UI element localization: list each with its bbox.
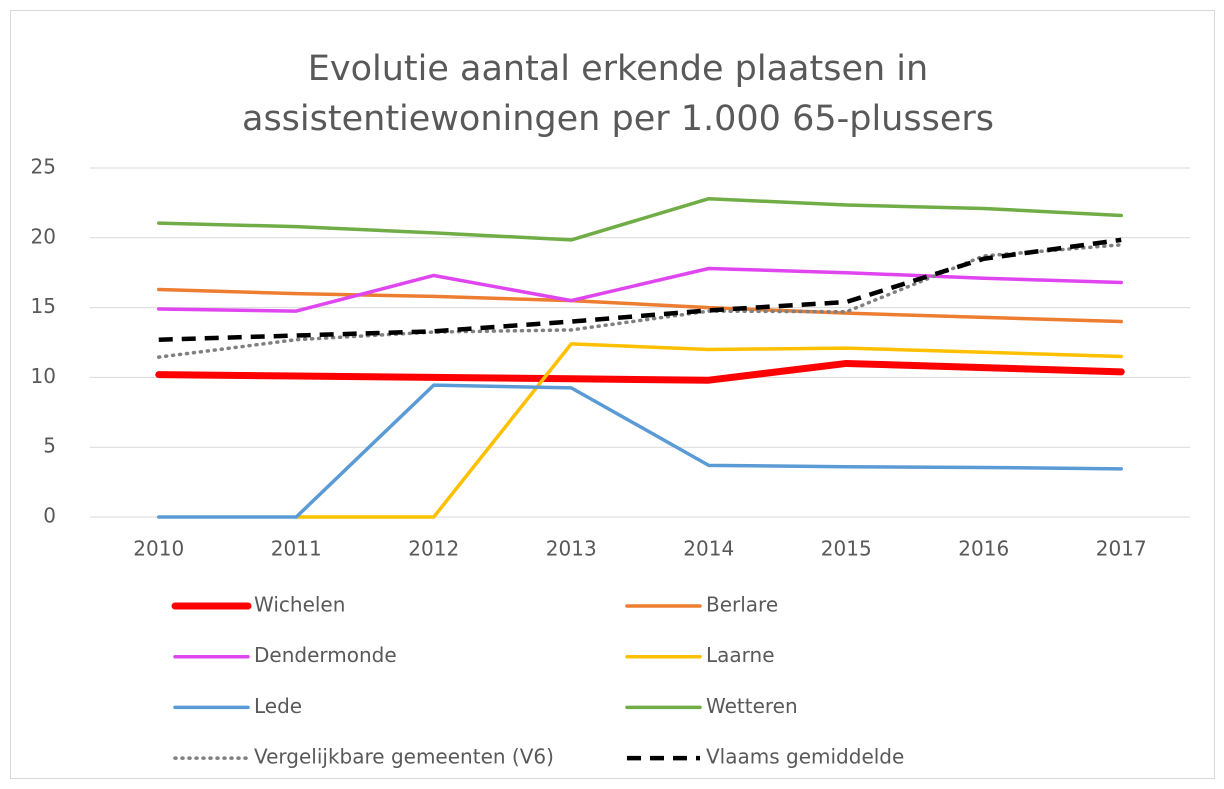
series-line bbox=[157, 287, 1123, 324]
y-tick-label: 25 bbox=[31, 155, 56, 179]
legend-label: Wetteren bbox=[706, 694, 798, 718]
series-line bbox=[157, 383, 1123, 519]
y-tick-label: 0 bbox=[43, 504, 56, 528]
x-tick-label: 2012 bbox=[408, 537, 459, 561]
legend-label: Vergelijkbare gemeenten (V6) bbox=[254, 745, 554, 769]
legend-label: Vlaams gemiddelde bbox=[706, 745, 904, 769]
x-tick-label: 2014 bbox=[683, 537, 734, 561]
series-line bbox=[294, 342, 1123, 519]
x-tick-label: 2015 bbox=[821, 537, 872, 561]
series-line bbox=[157, 266, 1123, 313]
y-tick-label: 15 bbox=[31, 294, 56, 318]
legend-label: Laarne bbox=[706, 643, 775, 667]
x-tick-label: 2010 bbox=[133, 537, 184, 561]
x-tick-label: 2016 bbox=[958, 537, 1009, 561]
series-line bbox=[158, 237, 1122, 342]
legend-label: Dendermonde bbox=[254, 643, 397, 667]
legend-label: Berlare bbox=[706, 593, 778, 617]
series-line bbox=[157, 196, 1123, 242]
chart-border bbox=[10, 10, 1215, 779]
legend-label: Wichelen bbox=[254, 593, 345, 617]
y-tick-label: 5 bbox=[43, 434, 56, 458]
legend-label: Lede bbox=[254, 694, 302, 718]
y-tick-label: 20 bbox=[31, 224, 56, 248]
series-line bbox=[155, 359, 1125, 384]
chart-title: assistentiewoningen per 1.000 65-plusser… bbox=[242, 99, 994, 139]
y-tick-label: 10 bbox=[31, 364, 56, 388]
x-tick-label: 2017 bbox=[1096, 537, 1147, 561]
x-tick-label: 2013 bbox=[546, 537, 597, 561]
x-tick-label: 2011 bbox=[271, 537, 322, 561]
chart-title: Evolutie aantal erkende plaatsen in bbox=[308, 49, 928, 89]
